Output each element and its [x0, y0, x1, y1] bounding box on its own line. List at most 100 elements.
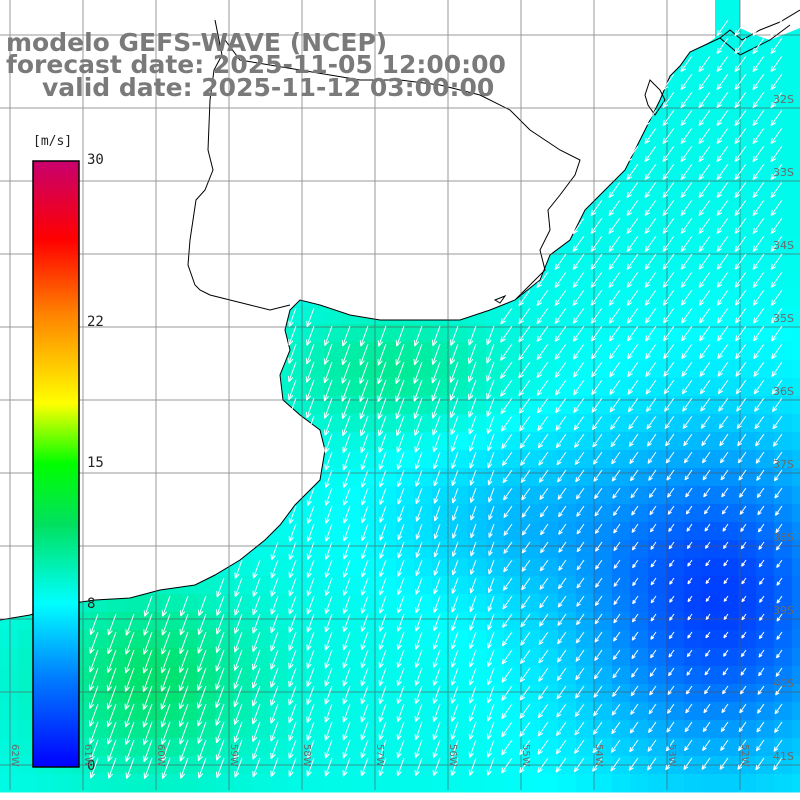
wind-arrow [306, 505, 315, 524]
wind-arrow [648, 487, 657, 499]
wind-arrow [178, 685, 189, 710]
field-cell [612, 180, 631, 199]
field-cell [108, 738, 127, 757]
wind-arrow [500, 361, 513, 379]
wind-arrows [89, 19, 783, 780]
wind-arrow [431, 343, 441, 365]
field-cell [756, 396, 775, 415]
wind-arrow [716, 127, 729, 145]
field-cell [702, 522, 721, 541]
field-cell [324, 738, 343, 757]
wind-arrow [739, 505, 747, 515]
field-cell [702, 594, 721, 613]
field-cell [450, 720, 469, 739]
field-cell [792, 162, 800, 181]
field-cell [612, 486, 631, 505]
wind-arrow [342, 613, 351, 633]
wind-arrow [698, 91, 711, 109]
field-cell [594, 270, 613, 289]
field-cell [648, 198, 667, 217]
wind-arrow [539, 505, 549, 518]
field-cell [306, 684, 325, 703]
wind-arrow [487, 595, 495, 612]
wind-arrow [518, 361, 531, 379]
field-cell [756, 324, 775, 343]
wind-arrow [160, 649, 171, 674]
wind-arrow [752, 199, 765, 217]
wind-arrow [288, 631, 297, 652]
field-cell [576, 720, 595, 739]
wind-arrow [770, 91, 783, 109]
wind-arrow [662, 235, 675, 253]
field-cell [378, 702, 397, 721]
wind-arrow [142, 649, 153, 674]
field-cell [324, 594, 343, 613]
wind-arrow [776, 595, 783, 604]
field-cell [432, 522, 451, 541]
wind-arrow [342, 451, 351, 471]
field-cell [558, 594, 577, 613]
field-cell [486, 738, 505, 757]
field-cell [216, 576, 235, 595]
wind-arrow [379, 541, 387, 559]
wind-arrow [537, 415, 549, 432]
wind-arrow [305, 361, 315, 383]
field-cell [702, 648, 721, 667]
wind-arrow [608, 217, 621, 235]
wind-arrow [288, 757, 297, 777]
wind-arrow [705, 631, 711, 639]
field-cell [558, 270, 577, 289]
field-cell [702, 306, 721, 325]
wind-arrow [649, 667, 657, 677]
wind-arrow [590, 289, 603, 306]
field-cell [198, 720, 217, 739]
field-cell [342, 324, 361, 343]
wind-arrow [502, 577, 513, 591]
field-cell [108, 666, 127, 685]
wind-arrow [741, 559, 747, 567]
field-cell [648, 774, 667, 793]
wind-arrow [594, 487, 603, 500]
wind-arrow [698, 289, 711, 306]
field-cell [684, 306, 703, 325]
field-cell [702, 558, 721, 577]
wind-arrow [702, 469, 711, 481]
field-cell [450, 432, 469, 451]
wind-arrow [723, 577, 729, 585]
field-cell [126, 648, 145, 667]
field-cell [702, 612, 721, 631]
field-cell [576, 396, 595, 415]
longitude-label: 58W [301, 744, 312, 767]
field-cell [792, 648, 800, 667]
wind-arrow [771, 325, 783, 342]
field-cell [360, 342, 379, 361]
wind-arrow [698, 181, 711, 199]
field-cell [504, 450, 523, 469]
wind-arrow [704, 541, 711, 549]
field-cell [450, 324, 469, 343]
field-cell [738, 594, 757, 613]
field-cell [522, 378, 541, 397]
wind-arrow [739, 685, 747, 695]
field-cell [378, 576, 397, 595]
field-cell [90, 720, 109, 739]
field-cell [648, 306, 667, 325]
wind-arrow [555, 739, 567, 755]
wind-arrow [752, 217, 765, 235]
field-cell [720, 396, 739, 415]
wind-arrow [705, 649, 711, 657]
wind-arrow [379, 577, 387, 596]
wind-arrow [698, 145, 711, 163]
field-cell [666, 612, 685, 631]
wind-arrow [501, 703, 513, 720]
wind-arrow [359, 397, 369, 420]
field-cell [468, 450, 487, 469]
field-cell [756, 414, 775, 433]
wind-arrow [518, 307, 531, 325]
field-cell [774, 288, 793, 307]
wind-arrow [306, 613, 315, 633]
wind-arrow [469, 631, 477, 650]
field-cell [630, 234, 649, 253]
field-cell [720, 450, 739, 469]
field-cell [486, 504, 505, 523]
